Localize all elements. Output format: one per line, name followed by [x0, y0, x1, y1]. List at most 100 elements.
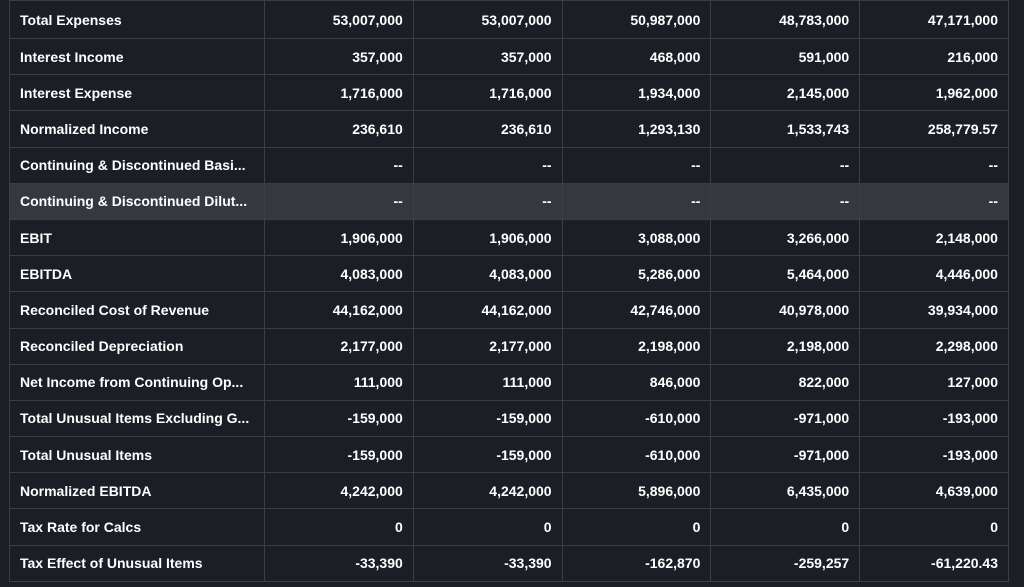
row-label: Continuing & Discontinued Dilut...	[9, 182, 265, 220]
row-value: 1,716,000	[412, 74, 563, 112]
row-value: 40,978,000	[710, 291, 861, 329]
row-value: -159,000	[264, 436, 414, 474]
row-label: Total Unusual Items	[9, 436, 265, 474]
row-value: -193,000	[859, 436, 1009, 474]
row-value: 2,145,000	[710, 74, 861, 112]
row-value: 5,286,000	[561, 255, 712, 293]
row-value: 0	[561, 508, 712, 546]
row-value: -33,390	[264, 544, 414, 582]
row-value: -610,000	[561, 436, 712, 474]
row-value: --	[859, 182, 1009, 220]
row-label: Tax Effect of Unusual Items	[9, 544, 265, 582]
row-value: 0	[412, 508, 563, 546]
row-label: Tax Rate for Calcs	[9, 508, 265, 546]
row-value: 3,266,000	[710, 218, 861, 257]
row-value: 591,000	[710, 37, 861, 76]
row-value: 48,783,000	[710, 0, 861, 39]
row-label: Normalized Income	[9, 110, 265, 148]
row-value: --	[561, 182, 712, 220]
row-value: 0	[264, 508, 414, 546]
table-row[interactable]: Interest Expense 1,716,000 1,716,000 1,9…	[9, 74, 1009, 112]
financial-table: Total Expenses 53,007,000 53,007,000 50,…	[9, 0, 1009, 582]
row-value: 468,000	[561, 37, 712, 76]
row-value: -971,000	[710, 399, 861, 438]
row-value: 53,007,000	[264, 0, 414, 39]
row-value: 4,083,000	[412, 255, 563, 293]
row-value: 5,464,000	[710, 255, 861, 293]
row-value: 111,000	[264, 363, 414, 401]
table-row[interactable]: EBITDA 4,083,000 4,083,000 5,286,000 5,4…	[9, 255, 1009, 293]
row-value: 53,007,000	[412, 0, 563, 39]
row-value: --	[859, 146, 1009, 184]
row-value: 4,083,000	[264, 255, 414, 293]
row-value: -159,000	[264, 399, 414, 438]
row-value: 2,198,000	[710, 327, 861, 365]
row-value: 236,610	[264, 110, 414, 148]
table-row[interactable]: Tax Rate for Calcs 0 0 0 0 0	[9, 508, 1009, 546]
row-value: -162,870	[561, 544, 712, 582]
table-row[interactable]: Continuing & Discontinued Basi... -- -- …	[9, 146, 1009, 184]
row-value: 0	[710, 508, 861, 546]
table-row[interactable]: EBIT 1,906,000 1,906,000 3,088,000 3,266…	[9, 218, 1009, 257]
row-value: 2,177,000	[412, 327, 563, 365]
table-row-highlighted[interactable]: Continuing & Discontinued Dilut... -- --…	[9, 182, 1009, 220]
row-value: 50,987,000	[561, 0, 712, 39]
financial-table-container: Total Expenses 53,007,000 53,007,000 50,…	[9, 0, 1009, 582]
row-value: 0	[859, 508, 1009, 546]
row-value: 216,000	[859, 37, 1009, 76]
row-value: --	[412, 182, 563, 220]
row-value: 1,293,130	[561, 110, 712, 148]
table-row[interactable]: Net Income from Continuing Op... 111,000…	[9, 363, 1009, 401]
row-label: Net Income from Continuing Op...	[9, 363, 265, 401]
row-value: 1,934,000	[561, 74, 712, 112]
row-value: --	[264, 182, 414, 220]
row-value: 1,716,000	[264, 74, 414, 112]
row-value: -159,000	[412, 436, 563, 474]
row-value: 44,162,000	[412, 291, 563, 329]
row-value: 39,934,000	[859, 291, 1009, 329]
table-row[interactable]: Total Unusual Items -159,000 -159,000 -6…	[9, 436, 1009, 474]
row-label: Total Expenses	[9, 0, 265, 39]
row-value: 236,610	[412, 110, 563, 148]
row-value: -610,000	[561, 399, 712, 438]
table-row[interactable]: Interest Income 357,000 357,000 468,000 …	[9, 37, 1009, 76]
row-value: 4,242,000	[264, 472, 414, 510]
table-row[interactable]: Total Expenses 53,007,000 53,007,000 50,…	[9, 0, 1009, 39]
row-value: 2,177,000	[264, 327, 414, 365]
row-value: 822,000	[710, 363, 861, 401]
row-value: 357,000	[264, 37, 414, 76]
row-value: 42,746,000	[561, 291, 712, 329]
row-value: -193,000	[859, 399, 1009, 438]
table-row[interactable]: Reconciled Depreciation 2,177,000 2,177,…	[9, 327, 1009, 365]
table-row[interactable]: Reconciled Cost of Revenue 44,162,000 44…	[9, 291, 1009, 329]
row-label: EBIT	[9, 218, 265, 257]
row-value: --	[710, 146, 861, 184]
row-value: 5,896,000	[561, 472, 712, 510]
row-value: --	[710, 182, 861, 220]
table-body: Total Expenses 53,007,000 53,007,000 50,…	[9, 0, 1009, 582]
table-row[interactable]: Normalized Income 236,610 236,610 1,293,…	[9, 110, 1009, 148]
row-value: 1,962,000	[859, 74, 1009, 112]
row-label: Reconciled Depreciation	[9, 327, 265, 365]
row-value: 3,088,000	[561, 218, 712, 257]
row-value: 1,906,000	[264, 218, 414, 257]
row-label: Normalized EBITDA	[9, 472, 265, 510]
row-value: 6,435,000	[710, 472, 861, 510]
row-value: 47,171,000	[859, 0, 1009, 39]
table-row[interactable]: Total Unusual Items Excluding G... -159,…	[9, 399, 1009, 438]
row-label: Reconciled Cost of Revenue	[9, 291, 265, 329]
row-value: 2,298,000	[859, 327, 1009, 365]
row-label: Total Unusual Items Excluding G...	[9, 399, 265, 438]
row-label: EBITDA	[9, 255, 265, 293]
row-value: 4,446,000	[859, 255, 1009, 293]
table-row[interactable]: Tax Effect of Unusual Items -33,390 -33,…	[9, 544, 1009, 582]
row-label: Continuing & Discontinued Basi...	[9, 146, 265, 184]
table-row[interactable]: Normalized EBITDA 4,242,000 4,242,000 5,…	[9, 472, 1009, 510]
row-value: 357,000	[412, 37, 563, 76]
row-label: Interest Income	[9, 37, 265, 76]
row-value: -159,000	[412, 399, 563, 438]
row-value: 846,000	[561, 363, 712, 401]
row-value: -61,220.43	[859, 544, 1009, 582]
row-label: Interest Expense	[9, 74, 265, 112]
row-value: 127,000	[859, 363, 1009, 401]
